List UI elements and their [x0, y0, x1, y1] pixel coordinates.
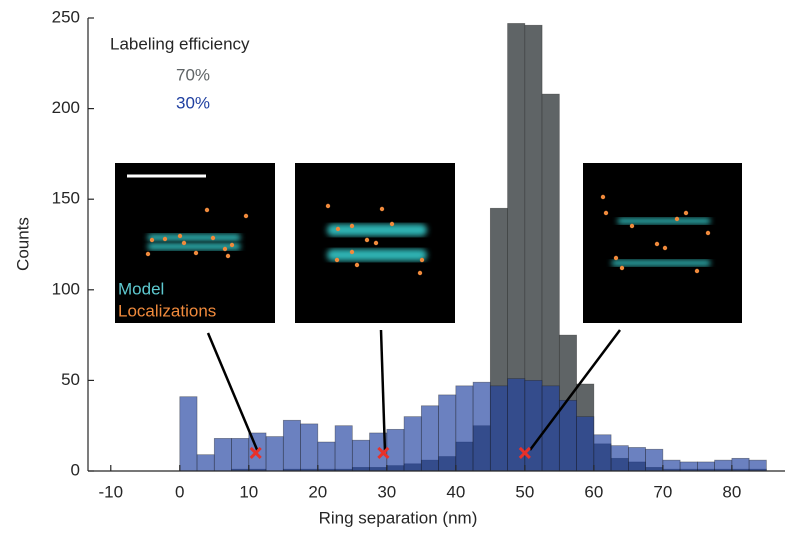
x-tick-label: 30 [377, 482, 396, 501]
bar [214, 438, 231, 471]
legend-entry: 70% [176, 65, 210, 84]
y-tick-label: 50 [61, 370, 80, 389]
bar [646, 449, 663, 471]
bar [611, 446, 628, 471]
x-tick-label: 0 [175, 482, 184, 501]
y-tick-label: 0 [71, 460, 80, 479]
bar [663, 460, 680, 471]
bar [232, 438, 249, 471]
chart: Ring separation (nm) Counts Labeling eff… [0, 0, 798, 535]
x-tick-label: 50 [515, 482, 534, 501]
y-tick-label: 100 [52, 279, 80, 298]
bar [577, 417, 594, 471]
bar [266, 437, 283, 471]
bar [404, 417, 421, 471]
y-axis-label: Counts [13, 217, 32, 271]
model-ring [148, 234, 240, 241]
bar [697, 462, 714, 471]
model-ring [612, 260, 710, 266]
bar [715, 460, 732, 471]
x-tick-label: 70 [653, 482, 672, 501]
y-tick-label: 200 [52, 98, 80, 117]
bar [387, 429, 404, 471]
legend-title: Labeling efficiency [110, 34, 250, 53]
bar [680, 462, 697, 471]
x-axis-label: Ring separation (nm) [319, 508, 478, 527]
bar [473, 382, 490, 471]
pointer [208, 333, 258, 452]
bar [594, 435, 611, 471]
inset-label: Localizations [118, 301, 216, 320]
bar [352, 440, 369, 471]
x-tick-label: 20 [308, 482, 327, 501]
bar [490, 386, 507, 471]
bar [456, 386, 473, 471]
inset-label: Model [118, 279, 164, 298]
bar [749, 460, 766, 471]
bar [180, 397, 197, 471]
x-tick-label: 40 [446, 482, 465, 501]
legend-entry: 30% [176, 93, 210, 112]
inset: Model Localizations [115, 163, 275, 323]
bar [439, 395, 456, 471]
inset-bg [583, 163, 742, 323]
x-tick-label: 80 [722, 482, 741, 501]
y-tick-label: 250 [52, 7, 80, 26]
x-tick-label: 10 [239, 482, 258, 501]
bar [197, 455, 214, 471]
model-ring [327, 224, 427, 236]
y-tick-label: 150 [52, 189, 80, 208]
model-ring [327, 249, 427, 261]
model-ring [618, 218, 710, 224]
inset [295, 163, 455, 323]
bar [732, 458, 749, 471]
x-tick-label: 60 [584, 482, 603, 501]
bar [318, 442, 335, 471]
bar [421, 406, 438, 471]
bar [283, 420, 300, 471]
bar [301, 424, 318, 471]
inset [583, 163, 742, 323]
bar [559, 400, 576, 471]
x-tick-label: -10 [98, 482, 123, 501]
bar [335, 426, 352, 471]
bar [628, 447, 645, 471]
